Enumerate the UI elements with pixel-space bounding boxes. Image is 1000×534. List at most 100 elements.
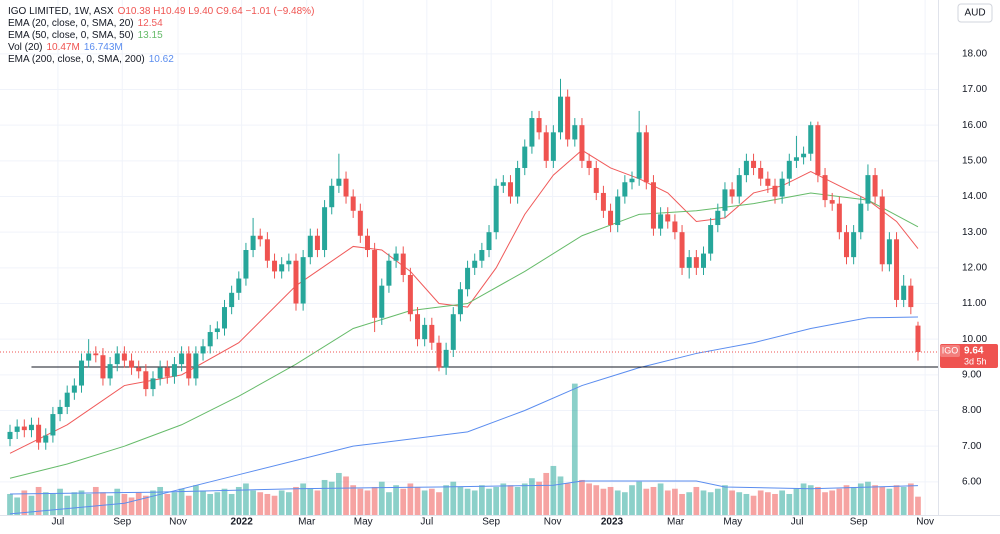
volume-bar: [171, 492, 178, 515]
volume-bar: [500, 483, 507, 515]
candle-body: [179, 353, 185, 365]
candle-body: [743, 160, 749, 176]
candle-body: [729, 189, 735, 197]
candle-body: [722, 189, 728, 211]
volume-bar: [300, 483, 306, 515]
volume-bar: [264, 493, 271, 515]
x-tick-label: Mar: [667, 517, 685, 528]
candle-body: [329, 185, 335, 208]
volume-bar: [128, 497, 135, 515]
y-tick-label: 16.00: [962, 120, 987, 131]
volume-bar: [221, 488, 228, 515]
volume-bar: [464, 488, 471, 515]
volume-bar: [857, 483, 864, 515]
volume-bar: [428, 488, 435, 515]
candle-body: [264, 239, 270, 261]
volume-bar: [593, 485, 600, 515]
volume-bar: [214, 492, 221, 515]
volume-bar: [621, 492, 628, 515]
candle-body: [908, 285, 914, 308]
candle-body: [801, 153, 807, 158]
candle-body: [693, 257, 699, 268]
candle-body: [600, 192, 606, 211]
candle-body: [7, 431, 13, 440]
volume-bar: [829, 490, 836, 515]
candle-body: [136, 367, 142, 372]
candle-body: [386, 260, 392, 286]
volume-bar: [686, 492, 693, 515]
candle-body: [579, 125, 585, 161]
volume-bar: [714, 488, 721, 515]
candle-body: [157, 367, 163, 379]
x-tick-label: 2022: [231, 517, 254, 528]
volume-bar: [357, 488, 364, 515]
candle-body: [815, 125, 821, 176]
candle-body: [865, 175, 871, 204]
volume-bar: [657, 483, 664, 515]
candle-body: [14, 426, 20, 432]
volume-bar: [121, 493, 128, 515]
volume-bar: [514, 486, 521, 515]
volume-bar: [278, 490, 285, 515]
volume-bar: [400, 488, 407, 515]
candle-body: [486, 232, 492, 251]
candle-body: [64, 392, 70, 407]
volume-bar: [92, 486, 99, 515]
volume-bar: [443, 485, 449, 515]
y-tick-label: 7.00: [962, 441, 982, 452]
volume-bar: [664, 490, 671, 515]
candle-body: [350, 196, 356, 211]
candle-body: [751, 160, 757, 168]
volume-bar: [629, 485, 635, 515]
candle-body: [86, 353, 92, 361]
y-tick-label: 11.00: [962, 298, 987, 309]
candle-body: [515, 167, 521, 197]
volume-bar: [836, 488, 843, 515]
candle-body: [894, 239, 900, 300]
volume-bar: [750, 495, 757, 515]
volume-bar: [850, 486, 857, 515]
volume-bar: [185, 495, 192, 515]
x-tick-label: Jul: [791, 517, 804, 528]
volume-bar: [407, 483, 414, 515]
candle-body: [100, 355, 106, 379]
volume-bar: [822, 492, 828, 515]
x-tick-label: Nov: [169, 517, 187, 528]
volume-bar: [879, 486, 886, 515]
candle-body: [322, 207, 328, 251]
candle-body: [650, 182, 656, 229]
volume-bar: [64, 495, 71, 515]
candle-body: [479, 250, 485, 261]
candle-body: [450, 314, 456, 350]
volume-bar: [57, 488, 63, 515]
volume-bar: [693, 486, 700, 515]
volume-bar: [142, 495, 149, 515]
volume-bar: [872, 485, 878, 515]
y-tick-label: 10.00: [962, 334, 987, 345]
volume-bar: [579, 479, 585, 515]
volume-bar: [393, 485, 399, 515]
volume-bar: [486, 488, 492, 515]
candle-body: [679, 232, 685, 268]
volume-bar: [150, 490, 156, 515]
volume-bar: [243, 483, 249, 515]
candle-body: [793, 157, 799, 161]
price-label-value: 9.64: [964, 346, 984, 357]
volume-bar: [28, 495, 35, 515]
volume-bar: [336, 472, 342, 515]
candle-body: [843, 232, 849, 258]
x-tick-label: May: [354, 517, 373, 528]
volume-bar: [328, 481, 335, 515]
volume-bar: [107, 495, 113, 515]
candle-body: [429, 324, 435, 343]
candle-body: [372, 250, 378, 318]
currency-box[interactable]: [957, 3, 993, 23]
volume-bar: [7, 493, 13, 515]
candle-body: [193, 353, 199, 379]
legend-value: 10.62: [149, 54, 174, 65]
candle-body: [364, 235, 370, 251]
candle-body: [293, 260, 299, 304]
candle-body: [808, 125, 814, 154]
candle-body: [622, 182, 628, 197]
candle-body: [536, 118, 542, 133]
